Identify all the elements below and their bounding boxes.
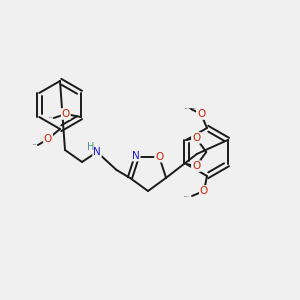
Text: methoxy: methoxy (49, 117, 55, 118)
Text: H: H (87, 142, 95, 152)
Text: O: O (155, 152, 163, 162)
Text: O: O (192, 161, 200, 171)
Text: methoxy: methoxy (189, 108, 195, 109)
Text: O: O (62, 109, 70, 119)
Text: O: O (44, 134, 52, 144)
Text: N: N (93, 147, 101, 157)
Text: N: N (132, 151, 140, 160)
Text: methoxy: methoxy (191, 108, 197, 109)
Text: O: O (200, 186, 208, 196)
Text: methoxy: methoxy (185, 107, 191, 109)
Text: O: O (197, 109, 205, 119)
Text: O: O (192, 133, 200, 143)
Text: methoxy: methoxy (33, 144, 39, 145)
Text: methoxy: methoxy (184, 196, 190, 197)
